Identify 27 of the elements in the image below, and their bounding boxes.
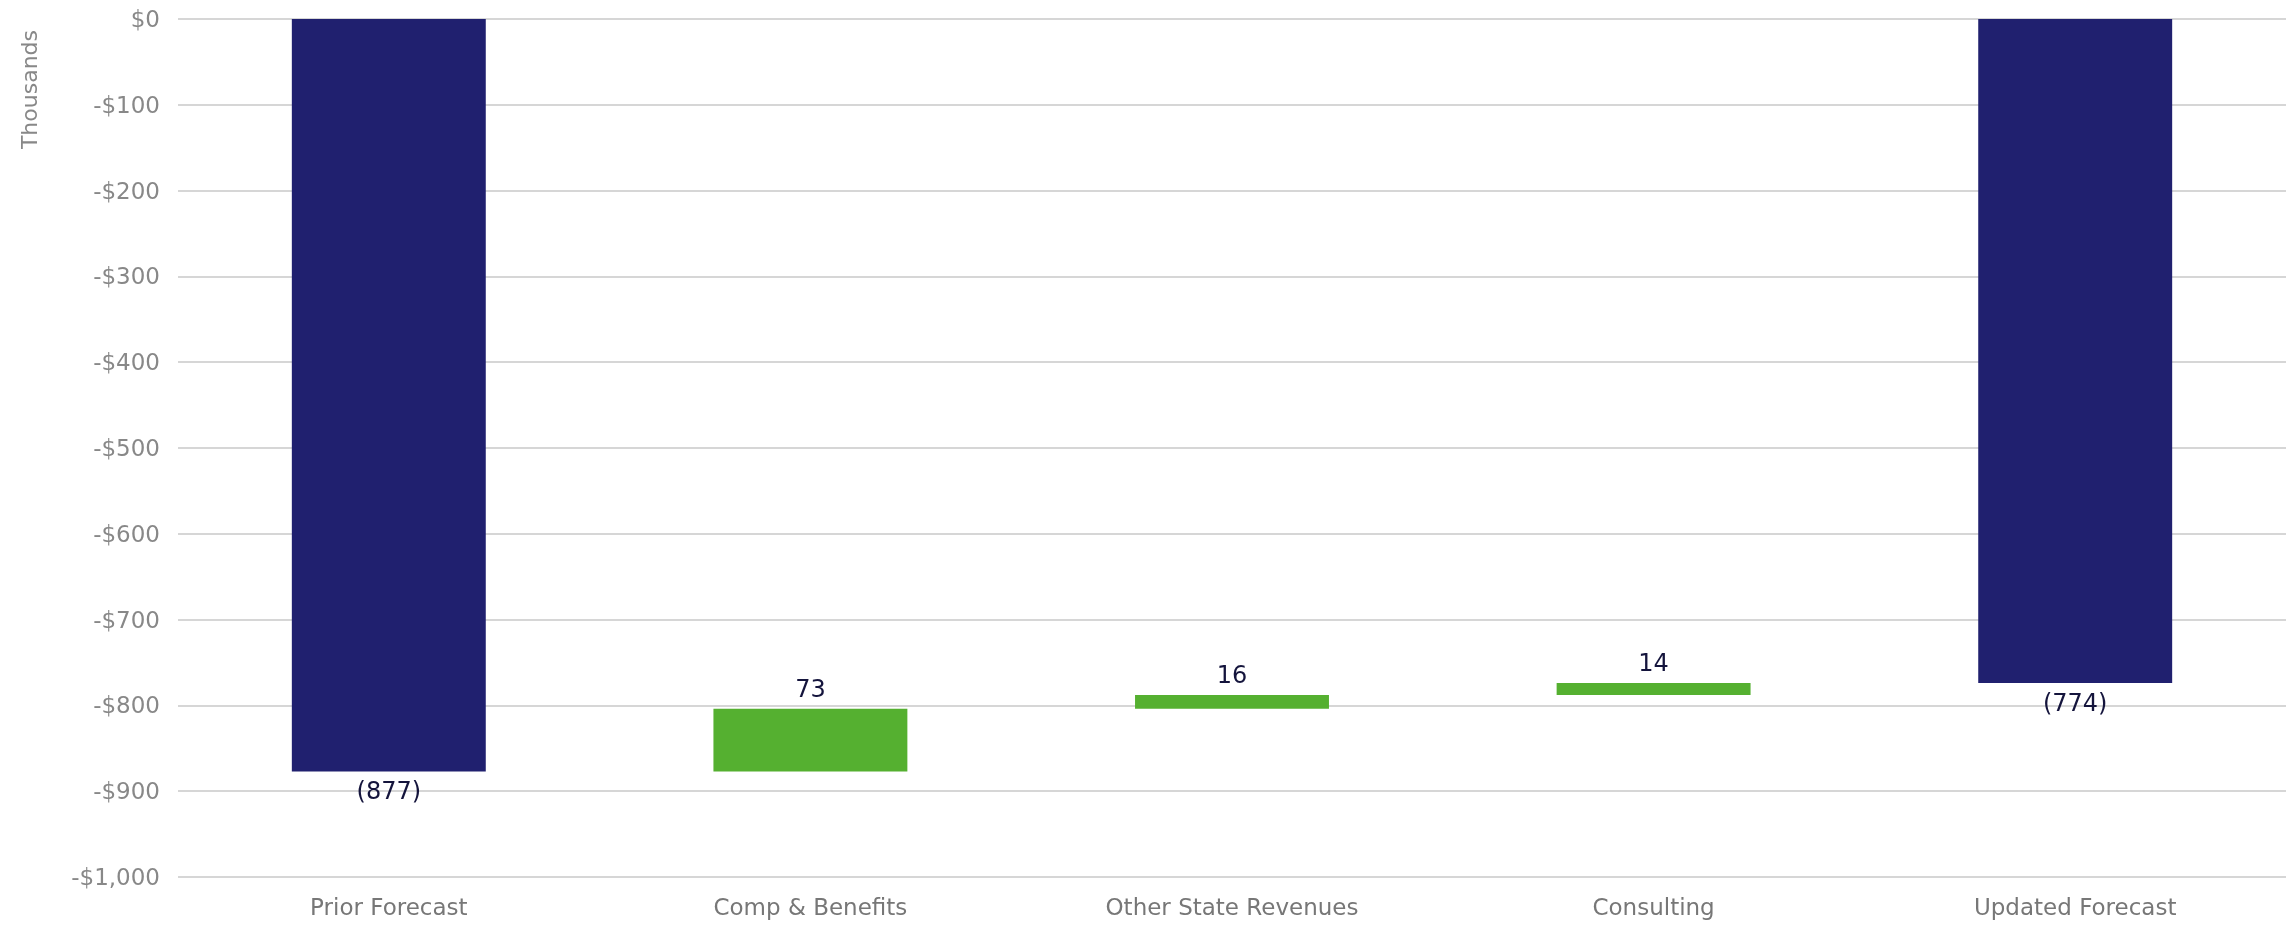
- y-tick-label: -$700: [93, 606, 160, 633]
- data-label: 73: [795, 674, 826, 703]
- x-tick-label: Other State Revenues: [1105, 893, 1359, 920]
- y-tick-label: -$1,000: [71, 864, 160, 890]
- y-tick-label: -$400: [93, 349, 160, 376]
- y-tick-label: -$900: [93, 778, 160, 805]
- data-label: 16: [1216, 661, 1248, 690]
- bar: [1978, 19, 2173, 684]
- y-tick-label: -$800: [93, 692, 160, 719]
- y-tick-label: -$600: [93, 520, 160, 547]
- y-tick-label: $0: [130, 6, 160, 32]
- bar: [713, 708, 908, 772]
- y-tick-label: -$500: [93, 435, 160, 461]
- x-tick-label: Consulting: [1592, 893, 1715, 920]
- x-tick-label: Updated Forecast: [1973, 893, 2177, 920]
- data-label: (877): [356, 777, 422, 806]
- y-tick-label: -$100: [93, 91, 160, 118]
- data-label: 14: [1638, 649, 1669, 678]
- bar: [1135, 695, 1329, 709]
- bar: [1556, 683, 1751, 696]
- y-tick-label: -$300: [93, 263, 160, 290]
- x-tick-label: Comp & Benefits: [713, 893, 908, 920]
- y-axis-title: Thousands: [16, 29, 42, 151]
- y-tick-label: -$200: [93, 177, 160, 204]
- data-label: (774): [2042, 689, 2108, 718]
- bar: [291, 19, 486, 772]
- x-tick-label: Prior Forecast: [310, 893, 468, 920]
